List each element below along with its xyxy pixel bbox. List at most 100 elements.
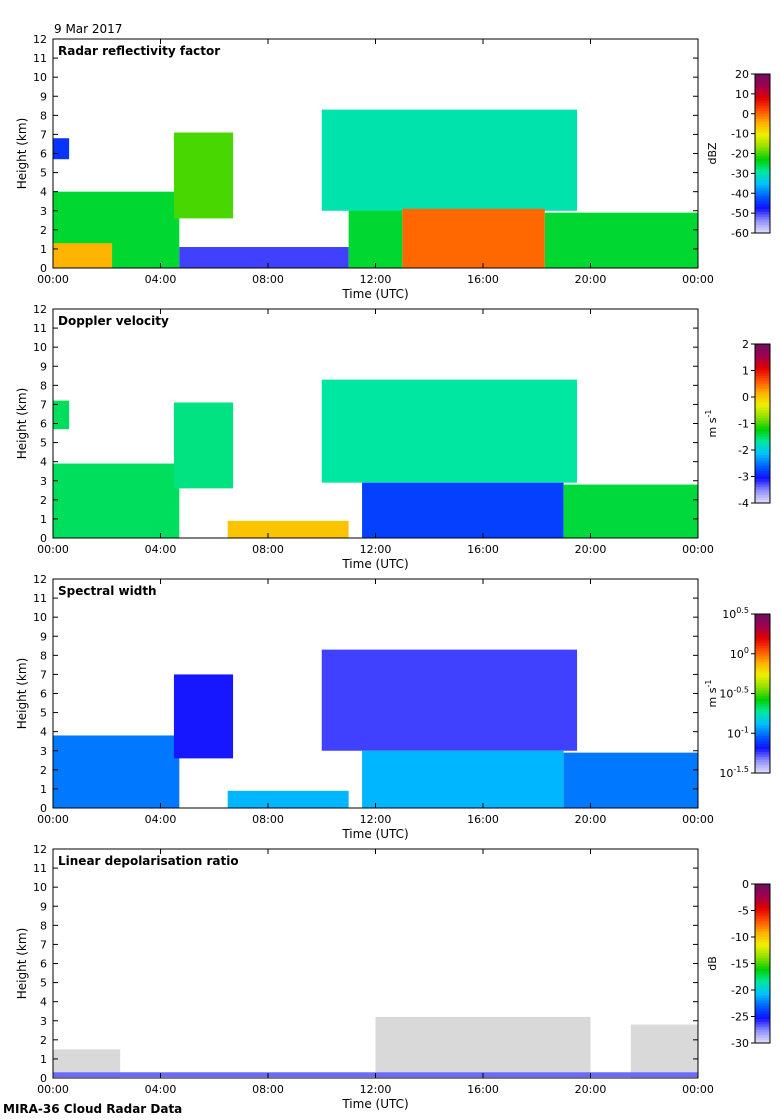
y-tick-label: 3 (40, 1015, 47, 1028)
y-tick-label: 1 (40, 243, 47, 256)
colorbar-tick-label: -10 (731, 931, 749, 944)
colorbar-segment (755, 172, 770, 176)
colorbar-segment (755, 359, 770, 364)
y-tick-label: 11 (33, 322, 47, 335)
y-tick-label: 8 (40, 379, 47, 392)
colorbar-segment (755, 161, 770, 165)
x-tick-label: 16:00 (467, 543, 499, 556)
colorbar-segment (755, 434, 770, 438)
colorbar-segment (755, 195, 770, 200)
colorbar-segment (755, 759, 770, 763)
colorbar-segment (755, 1035, 770, 1039)
colorbar-segment (755, 423, 770, 427)
colorbar: 0 -5 -10 -15 -20 -25 -30 dB (706, 878, 771, 1050)
y-tick-label: 2 (40, 494, 47, 507)
colorbar-segment (755, 762, 770, 766)
data-regions (53, 379, 698, 538)
colorbar-segment (755, 926, 770, 930)
x-tick-label: 00:00 (37, 1083, 69, 1096)
colorbar-segment (755, 346, 770, 350)
colorbar-segment (755, 450, 770, 454)
colorbar-segment (755, 1019, 770, 1023)
colorbar-segment (755, 153, 770, 157)
data-region (227, 520, 349, 538)
colorbar-segment (755, 119, 770, 123)
colorbar-segment (755, 460, 770, 464)
x-tick-label: 08:00 (252, 543, 284, 556)
data-region (173, 674, 234, 759)
y-tick-label: 11 (33, 52, 47, 65)
colorbar-segment (755, 905, 770, 909)
colorbar-segment (755, 134, 770, 139)
footer-caption: MIRA-36 Cloud Radar Data (3, 1102, 182, 1116)
colorbar-segment (755, 415, 770, 419)
colorbar-segment (755, 84, 770, 88)
colorbar-segment (755, 709, 770, 713)
y-tick-label: 5 (40, 707, 47, 720)
colorbar-segment (755, 741, 770, 745)
colorbar-segment (755, 142, 770, 147)
y-tick-label: 4 (40, 726, 47, 739)
colorbar-segment (755, 886, 770, 890)
colorbar-segment (755, 640, 770, 644)
colorbar-tick-label: 1 (742, 365, 749, 378)
colorbar-segment (755, 929, 770, 933)
colorbar-segment (755, 468, 770, 472)
colorbar-segment (755, 219, 770, 223)
colorbar-segment (755, 418, 770, 422)
colorbar-segment (755, 116, 770, 120)
data-region (53, 400, 70, 430)
y-tick-label: 11 (33, 592, 47, 605)
colorbar-segment (755, 471, 770, 475)
colorbar-segment (755, 651, 770, 655)
colorbar-segment (755, 696, 770, 700)
colorbar-segment (755, 934, 770, 938)
colorbar-segment (755, 907, 770, 912)
colorbar-segment (755, 481, 770, 486)
colorbar-segment (755, 725, 770, 729)
colorbar-segment (755, 500, 770, 504)
y-tick-label: 8 (40, 649, 47, 662)
colorbar-segment (755, 383, 770, 387)
colorbar-segment (755, 1040, 770, 1044)
colorbar-segment (755, 97, 770, 102)
colorbar-segment (755, 950, 770, 954)
x-tick-label: 08:00 (252, 813, 284, 826)
colorbar-segment (755, 113, 770, 117)
colorbar-segment (755, 915, 770, 920)
colorbar-segment (755, 624, 770, 628)
y-tick-label: 4 (40, 186, 47, 199)
colorbar-segment (755, 412, 770, 417)
colorbar-segment (755, 701, 770, 705)
colorbar-segment (755, 373, 770, 377)
colorbar-segment (755, 476, 770, 480)
colorbar-segment (755, 727, 770, 732)
x-tick-label: 00:00 (37, 273, 69, 286)
y-tick-label: 12 (33, 573, 47, 586)
colorbar-segment (755, 648, 770, 652)
colorbar-segment (755, 111, 770, 115)
colorbar-segment (755, 367, 770, 372)
x-axis-label: Time (UTC) (341, 1097, 408, 1111)
colorbar-tick-label: 0 (742, 108, 749, 121)
colorbar-segment (755, 193, 770, 197)
colorbar-segment (755, 990, 770, 994)
colorbar-segment (755, 473, 770, 478)
colorbar-unit-label: dB (706, 956, 719, 971)
colorbar-segment (755, 619, 770, 623)
colorbar-segment (755, 428, 770, 433)
colorbar-segment (755, 394, 770, 398)
y-tick-label: 6 (40, 688, 47, 701)
y-tick-label: 5 (40, 167, 47, 180)
colorbar-segment (755, 105, 770, 110)
colorbar-segment (755, 211, 770, 216)
x-tick-label: 00:00 (682, 813, 714, 826)
colorbar-segment (755, 714, 770, 718)
x-tick-label: 08:00 (252, 273, 284, 286)
colorbar-segment (755, 921, 770, 925)
colorbar-segment (755, 465, 770, 470)
